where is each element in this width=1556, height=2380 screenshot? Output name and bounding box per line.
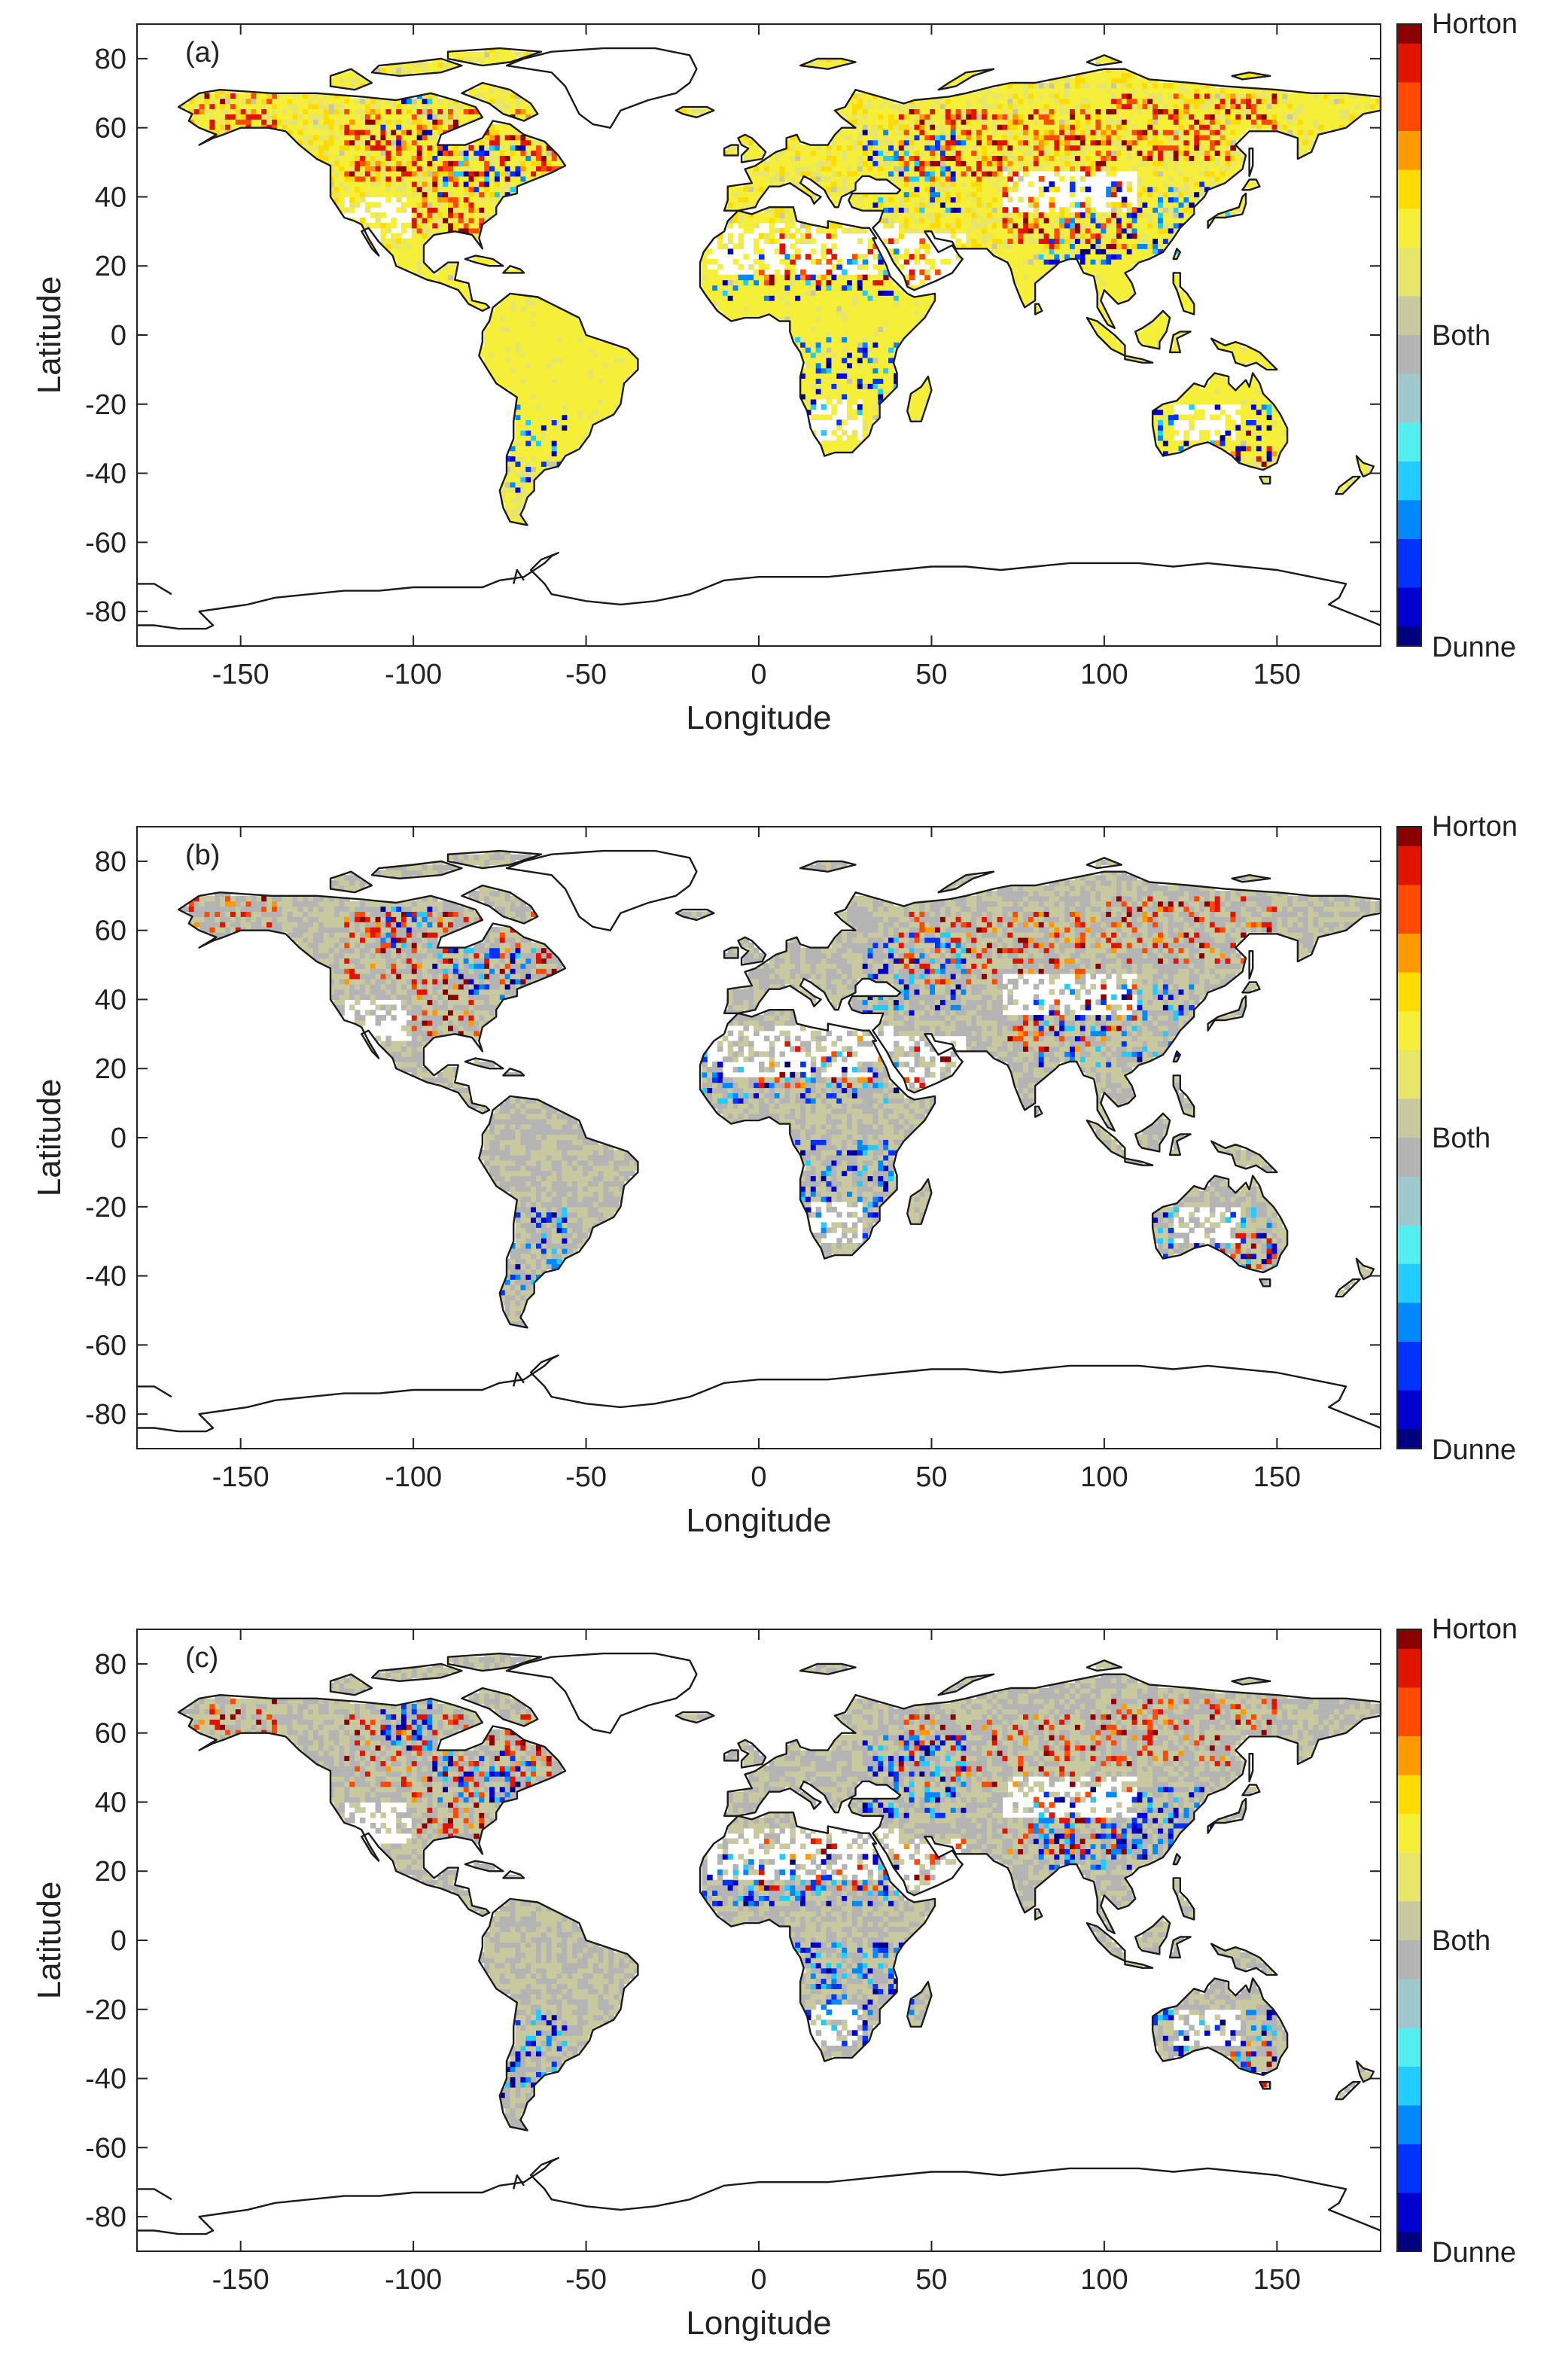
y-tick-label: 80	[95, 846, 126, 878]
y-tick-label: 60	[95, 1718, 126, 1750]
y-tick-label: -40	[85, 2064, 126, 2095]
panel-b: -150 -100 -50 0 50 100 150 80 60 40 20 0 -20 -40 -60 -8…	[31, 811, 1518, 1539]
colorbar: Horton Both Dunne	[1396, 1614, 1518, 2269]
x-tick-label: -100	[385, 2264, 442, 2296]
x-tick-label: 150	[1253, 1461, 1301, 1493]
colorbar-middle-label: Both	[1432, 320, 1491, 352]
y-axis-title: Latitude	[31, 1079, 68, 1197]
y-tick-label: 40	[95, 181, 126, 213]
coastlines	[137, 47, 1382, 630]
y-tick-label: 40	[95, 984, 126, 1016]
x-tick-label: -100	[385, 1461, 442, 1493]
colorbar: Horton Both Dunne	[1396, 8, 1518, 663]
x-axis-title: Longitude	[686, 2305, 831, 2342]
panel-c: -150 -100 -50 0 50 100 150 80 60 40 20 0 -20 -40 -60 -8…	[31, 1614, 1518, 2342]
runoff-raster	[178, 851, 1381, 1327]
panel-label: (a)	[185, 37, 220, 69]
x-tick-label: 150	[1253, 2264, 1301, 2296]
y-tick-label: 60	[95, 113, 126, 145]
panel-label: (c)	[185, 1642, 218, 1674]
y-axis-title: Latitude	[31, 276, 68, 395]
coastlines	[137, 1652, 1382, 2235]
x-tick-label: 100	[1080, 1461, 1128, 1493]
x-axis-title: Longitude	[686, 1502, 831, 1539]
colorbar-top-label: Horton	[1432, 811, 1518, 843]
x-tick-label: -50	[565, 2264, 607, 2296]
x-tick-label: 0	[751, 1461, 766, 1493]
y-tick-label: 60	[95, 916, 126, 947]
x-tick-label: -100	[385, 659, 442, 690]
colorbar-bottom-label: Dunne	[1432, 1434, 1516, 1466]
x-tick-label: 50	[915, 2264, 947, 2296]
y-tick-label: 0	[111, 1925, 126, 1957]
y-tick-label: -20	[85, 389, 126, 421]
colorbar-bottom-label: Dunne	[1432, 2237, 1516, 2269]
y-tick-label: -60	[85, 527, 126, 559]
panel-a: -150 -100 -50 0 50 100 150 80 60 40 20 0 -20 -40 -60 -8…	[31, 8, 1518, 736]
y-tick-label: -40	[85, 1261, 126, 1293]
y-tick-label: 20	[95, 1053, 126, 1085]
x-tick-label: -150	[212, 2264, 269, 2296]
colorbar-bottom-label: Dunne	[1432, 632, 1516, 663]
coastlines	[137, 849, 1382, 1433]
colorbar-top-label: Horton	[1432, 8, 1518, 40]
y-tick-label: -60	[85, 2132, 126, 2164]
y-tick-label: -60	[85, 1330, 126, 1361]
colorbar-top-label: Horton	[1432, 1614, 1518, 1645]
y-tick-label: 20	[95, 251, 126, 282]
x-tick-label: -50	[565, 1461, 607, 1493]
colorbar-middle-label: Both	[1432, 1123, 1491, 1154]
x-tick-label: 150	[1253, 659, 1301, 690]
x-tick-label: 100	[1080, 2264, 1128, 2296]
x-tick-label: 0	[751, 2264, 766, 2296]
y-tick-label: -20	[85, 1192, 126, 1224]
x-tick-label: 50	[915, 659, 947, 690]
y-tick-label: 40	[95, 1787, 126, 1818]
y-tick-label: -20	[85, 1995, 126, 2026]
y-axis-title: Latitude	[31, 1882, 68, 2000]
y-tick-label: 80	[95, 1649, 126, 1681]
y-tick-label: 0	[111, 320, 126, 352]
y-tick-label: 20	[95, 1856, 126, 1888]
x-tick-label: -150	[212, 659, 269, 690]
runoff-raster	[178, 1653, 1381, 2129]
colorbar-middle-label: Both	[1432, 1925, 1491, 1957]
x-tick-label: 100	[1080, 659, 1128, 690]
y-tick-label: -80	[85, 596, 126, 628]
y-tick-label: -80	[85, 1399, 126, 1431]
y-tick-label: 80	[95, 44, 126, 75]
panel-label: (b)	[185, 840, 220, 871]
x-tick-label: 0	[751, 659, 766, 690]
y-tick-label: -40	[85, 459, 126, 490]
y-tick-label: -80	[85, 2202, 126, 2233]
y-tick-label: 0	[111, 1123, 126, 1154]
x-tick-label: -50	[565, 659, 607, 690]
colorbar: Horton Both Dunne	[1396, 811, 1518, 1466]
x-tick-label: -150	[212, 1461, 269, 1493]
x-tick-label: 50	[915, 1461, 947, 1493]
x-axis-title: Longitude	[686, 699, 831, 736]
